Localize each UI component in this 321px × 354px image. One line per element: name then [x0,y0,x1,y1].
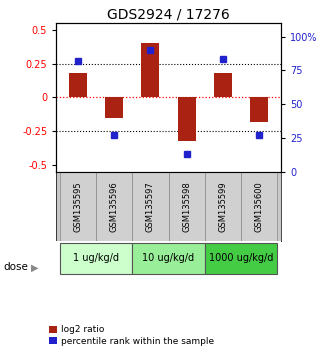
Text: GSM135599: GSM135599 [218,181,227,232]
Text: dose: dose [3,262,28,272]
Bar [241,172,277,241]
Bar [250,97,268,122]
Text: GSM135596: GSM135596 [110,181,119,232]
Text: 1000 ug/kg/d: 1000 ug/kg/d [209,253,273,263]
Text: ▶: ▶ [30,262,38,272]
Legend: log2 ratio, percentile rank within the sample: log2 ratio, percentile rank within the s… [49,325,214,346]
Bar [69,73,87,97]
Bar [178,97,196,141]
Text: GSM135597: GSM135597 [146,181,155,232]
Bar [205,243,277,274]
Text: GSM135595: GSM135595 [74,181,82,232]
Title: GDS2924 / 17276: GDS2924 / 17276 [107,8,230,22]
Bar [132,172,169,241]
Bar [169,172,205,241]
Bar [60,243,132,274]
Text: GSM135600: GSM135600 [255,181,264,232]
Bar [214,73,232,97]
Text: 10 ug/kg/d: 10 ug/kg/d [143,253,195,263]
Bar [60,172,96,241]
Bar [105,97,123,118]
Bar [132,243,205,274]
Bar [96,172,132,241]
Bar [205,172,241,241]
Text: GSM135598: GSM135598 [182,181,191,232]
Bar [141,43,160,97]
Text: 1 ug/kg/d: 1 ug/kg/d [73,253,119,263]
